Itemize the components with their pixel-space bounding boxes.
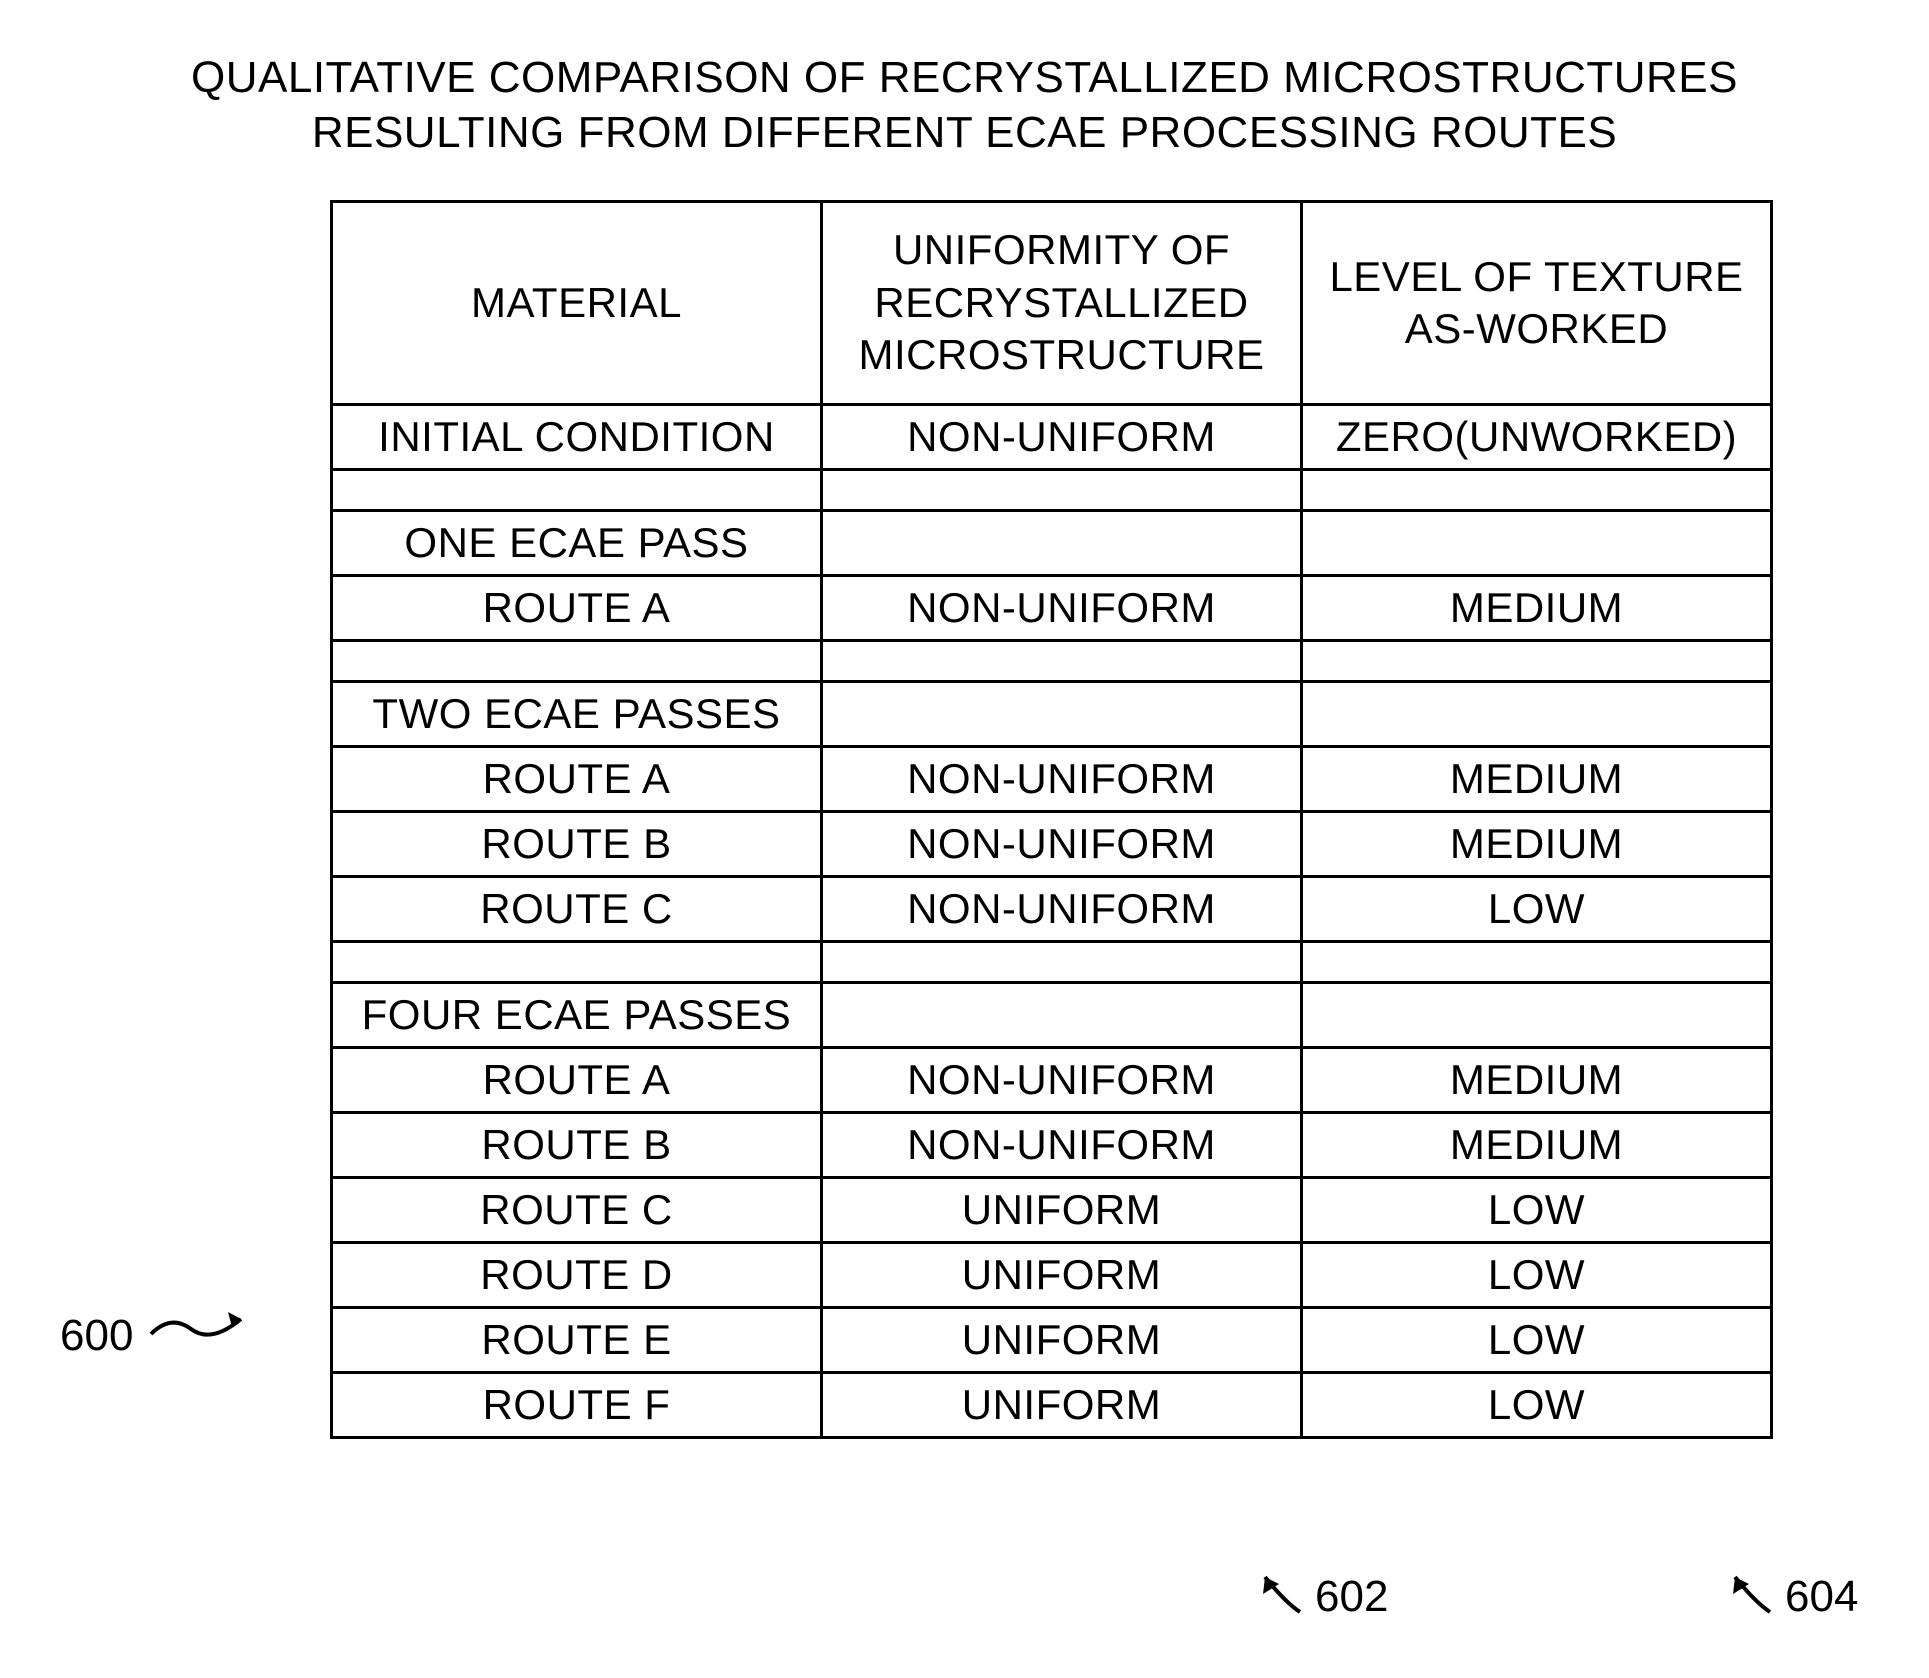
table-cell	[822, 983, 1302, 1048]
ref-604-number: 604	[1785, 1572, 1858, 1622]
ref-604-arrow-icon	[1715, 1562, 1785, 1622]
table-cell: LOW	[1302, 1178, 1772, 1243]
table-cell: ROUTE C	[332, 1178, 822, 1243]
ref-label-604: 604	[1715, 1562, 1895, 1632]
table-cell: MEDIUM	[1302, 576, 1772, 641]
table-row: FOUR ECAE PASSES	[332, 983, 1772, 1048]
table-spacer-row	[332, 470, 1772, 511]
table-cell	[1302, 983, 1772, 1048]
table-spacer-row	[332, 641, 1772, 682]
table-cell	[822, 641, 1302, 682]
ref-602-number: 602	[1315, 1572, 1388, 1622]
table-row: ONE ECAE PASS	[332, 511, 1772, 576]
table-cell	[822, 942, 1302, 983]
table-body: INITIAL CONDITIONNON-UNIFORMZERO(UNWORKE…	[332, 405, 1772, 1438]
table-cell: NON-UNIFORM	[822, 1113, 1302, 1178]
table-cell: UNIFORM	[822, 1373, 1302, 1438]
table-cell: NON-UNIFORM	[822, 405, 1302, 470]
ref-600-number: 600	[60, 1311, 133, 1360]
table-cell	[1302, 470, 1772, 511]
table-cell: NON-UNIFORM	[822, 877, 1302, 942]
table-cell: MEDIUM	[1302, 1048, 1772, 1113]
table-cell	[1302, 942, 1772, 983]
table-row: ROUTE CUNIFORMLOW	[332, 1178, 1772, 1243]
ref-label-600: 600	[60, 1310, 266, 1361]
table-cell: NON-UNIFORM	[822, 576, 1302, 641]
table-cell: ZERO(UNWORKED)	[1302, 405, 1772, 470]
table-cell: ROUTE A	[332, 747, 822, 812]
table-cell: LOW	[1302, 1373, 1772, 1438]
table-cell	[332, 470, 822, 511]
table-cell	[822, 470, 1302, 511]
table-cell: LOW	[1302, 877, 1772, 942]
table-cell: TWO ECAE PASSES	[332, 682, 822, 747]
col-header-texture: LEVEL OF TEXTUREAS-WORKED	[1302, 202, 1772, 405]
table-cell: ROUTE F	[332, 1373, 822, 1438]
figure-page: QUALITATIVE COMPARISON OF RECRYSTALLIZED…	[0, 0, 1929, 1678]
table-row: ROUTE ANON-UNIFORMMEDIUM	[332, 576, 1772, 641]
table-cell	[1302, 682, 1772, 747]
table-cell	[1302, 511, 1772, 576]
table-row: ROUTE BNON-UNIFORMMEDIUM	[332, 1113, 1772, 1178]
table-cell	[332, 641, 822, 682]
table-cell	[1302, 641, 1772, 682]
table-row: ROUTE ANON-UNIFORMMEDIUM	[332, 747, 1772, 812]
table-cell: MEDIUM	[1302, 1113, 1772, 1178]
table-cell: NON-UNIFORM	[822, 1048, 1302, 1113]
table-cell: ONE ECAE PASS	[332, 511, 822, 576]
table-cell: ROUTE B	[332, 1113, 822, 1178]
ref-label-602: 602	[1245, 1562, 1425, 1632]
table-cell: UNIFORM	[822, 1178, 1302, 1243]
table-cell: LOW	[1302, 1243, 1772, 1308]
table-cell: UNIFORM	[822, 1243, 1302, 1308]
table-spacer-row	[332, 942, 1772, 983]
table-cell	[332, 942, 822, 983]
table-cell: LOW	[1302, 1308, 1772, 1373]
table-cell	[822, 511, 1302, 576]
title-line-2: RESULTING FROM DIFFERENT ECAE PROCESSING…	[0, 105, 1929, 160]
table-cell	[822, 682, 1302, 747]
table-row: ROUTE ANON-UNIFORMMEDIUM	[332, 1048, 1772, 1113]
figure-title: QUALITATIVE COMPARISON OF RECRYSTALLIZED…	[0, 50, 1929, 160]
table-cell: UNIFORM	[822, 1308, 1302, 1373]
col-header-material: MATERIAL	[332, 202, 822, 405]
table-cell: MEDIUM	[1302, 812, 1772, 877]
col-header-uniformity: UNIFORMITY OFRECRYSTALLIZEDMICROSTRUCTUR…	[822, 202, 1302, 405]
table-row: ROUTE EUNIFORMLOW	[332, 1308, 1772, 1373]
table-row: ROUTE BNON-UNIFORMMEDIUM	[332, 812, 1772, 877]
comparison-table-wrap: MATERIAL UNIFORMITY OFRECRYSTALLIZEDMICR…	[330, 200, 1773, 1439]
table-row: TWO ECAE PASSES	[332, 682, 1772, 747]
title-line-1: QUALITATIVE COMPARISON OF RECRYSTALLIZED…	[0, 50, 1929, 105]
table-cell: INITIAL CONDITION	[332, 405, 822, 470]
table-row: ROUTE DUNIFORMLOW	[332, 1243, 1772, 1308]
ref-600-arrow-icon	[146, 1304, 266, 1355]
table-cell: ROUTE C	[332, 877, 822, 942]
table-cell: ROUTE E	[332, 1308, 822, 1373]
table-cell: FOUR ECAE PASSES	[332, 983, 822, 1048]
table-row: ROUTE FUNIFORMLOW	[332, 1373, 1772, 1438]
table-row: INITIAL CONDITIONNON-UNIFORMZERO(UNWORKE…	[332, 405, 1772, 470]
comparison-table: MATERIAL UNIFORMITY OFRECRYSTALLIZEDMICR…	[330, 200, 1773, 1439]
table-cell: NON-UNIFORM	[822, 747, 1302, 812]
table-cell: ROUTE A	[332, 576, 822, 641]
table-row: ROUTE CNON-UNIFORMLOW	[332, 877, 1772, 942]
table-cell: ROUTE D	[332, 1243, 822, 1308]
ref-602-arrow-icon	[1245, 1562, 1315, 1622]
table-cell: ROUTE A	[332, 1048, 822, 1113]
table-cell: NON-UNIFORM	[822, 812, 1302, 877]
table-cell: MEDIUM	[1302, 747, 1772, 812]
table-cell: ROUTE B	[332, 812, 822, 877]
table-header-row: MATERIAL UNIFORMITY OFRECRYSTALLIZEDMICR…	[332, 202, 1772, 405]
